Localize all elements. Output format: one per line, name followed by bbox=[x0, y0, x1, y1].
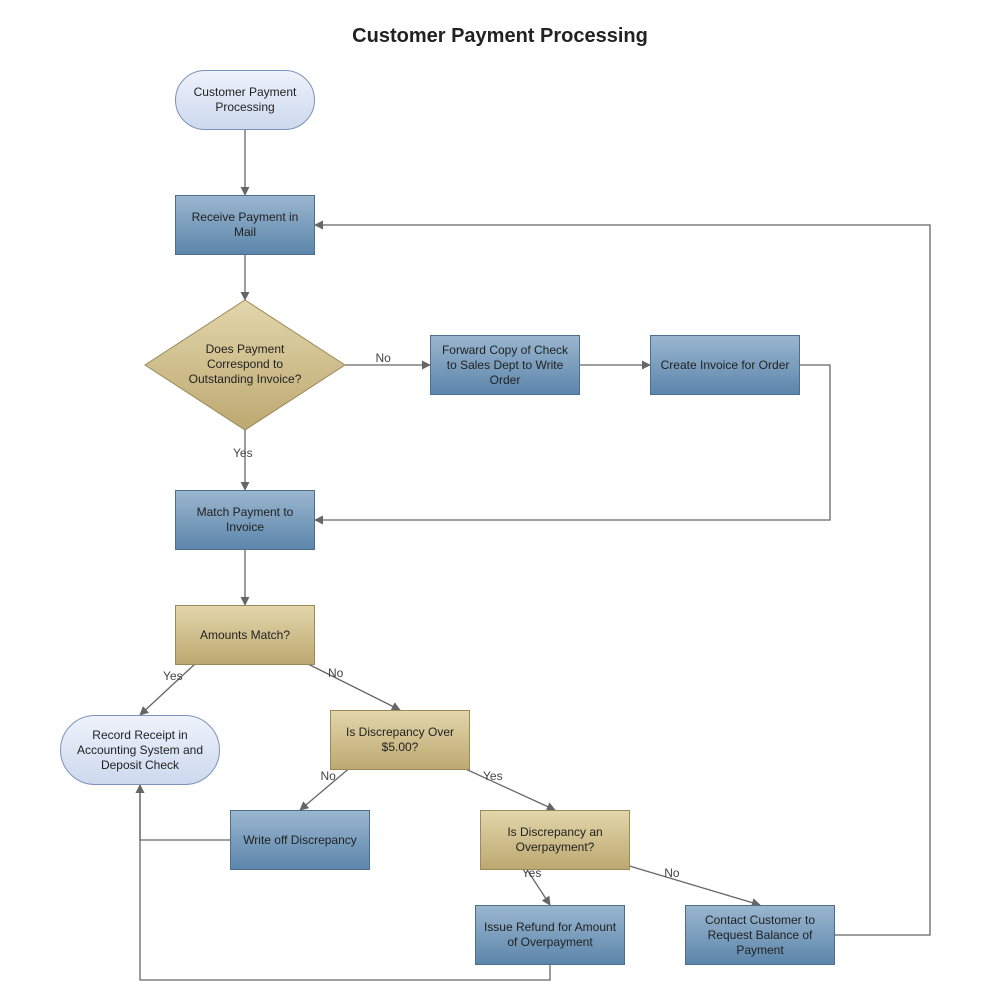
node-label: Issue Refund for Amount of Overpayment bbox=[482, 920, 618, 950]
node-label: Is Discrepancy an Overpayment? bbox=[487, 825, 623, 855]
node-label: Customer Payment Processing bbox=[182, 85, 308, 115]
flowchart-canvas: Customer Payment Processing No Yes Yes No No… bbox=[0, 0, 1000, 1000]
node-label: Forward Copy of Check to Sales Dept to W… bbox=[437, 343, 573, 388]
edge-label: Yes bbox=[233, 446, 253, 460]
node-label: Match Payment to Invoice bbox=[182, 505, 308, 535]
flowchart-node-createinv: Create Invoice for Order bbox=[650, 335, 800, 395]
edge-label: No bbox=[321, 769, 336, 783]
flowchart-node-forward: Forward Copy of Check to Sales Dept to W… bbox=[430, 335, 580, 395]
flowchart-node-contact: Contact Customer to Request Balance of P… bbox=[685, 905, 835, 965]
flowchart-node-writeoff: Write off Discrepancy bbox=[230, 810, 370, 870]
flowchart-node-receive: Receive Payment in Mail bbox=[175, 195, 315, 255]
flowchart-node-match: Match Payment to Invoice bbox=[175, 490, 315, 550]
node-label: Contact Customer to Request Balance of P… bbox=[692, 913, 828, 958]
flowchart-node-refund: Issue Refund for Amount of Overpayment bbox=[475, 905, 625, 965]
edge-label: No bbox=[328, 666, 343, 680]
flowchart-node-amounts: Amounts Match? bbox=[175, 605, 315, 665]
flowchart-node-record: Record Receipt in Accounting System and … bbox=[60, 715, 220, 785]
edge-label: No bbox=[376, 351, 391, 365]
edge-label: No bbox=[664, 866, 679, 880]
node-label: Record Receipt in Accounting System and … bbox=[67, 728, 213, 773]
edge-label: Yes bbox=[483, 769, 503, 783]
flowchart-edge bbox=[140, 785, 230, 840]
flowchart-node-start: Customer Payment Processing bbox=[175, 70, 315, 130]
flowchart-node-discr5: Is Discrepancy Over $5.00? bbox=[330, 710, 470, 770]
flowchart-node-overpay: Is Discrepancy an Overpayment? bbox=[480, 810, 630, 870]
node-label: Write off Discrepancy bbox=[243, 833, 357, 848]
node-label: Amounts Match? bbox=[200, 628, 290, 643]
edge-label: Yes bbox=[163, 669, 183, 683]
node-label: Is Discrepancy Over $5.00? bbox=[337, 725, 463, 755]
node-label: Create Invoice for Order bbox=[661, 358, 790, 373]
node-label: Receive Payment in Mail bbox=[182, 210, 308, 240]
node-label: Does Payment Correspond to Outstanding I… bbox=[181, 323, 309, 406]
